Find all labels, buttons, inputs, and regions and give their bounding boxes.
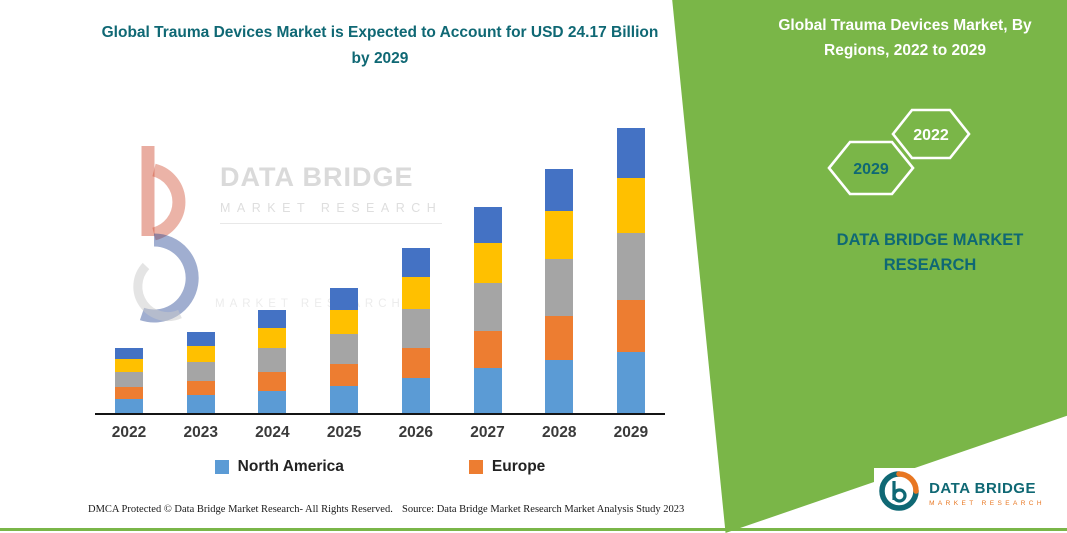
bar-2024	[258, 310, 287, 413]
legend-swatch-north-america	[214, 460, 229, 474]
watermark-line2: MARKET RESEARCH	[220, 201, 443, 224]
bar-segment	[115, 387, 143, 399]
hexagon-year-2029: 2029	[853, 161, 889, 178]
bar-segment	[186, 380, 215, 396]
x-tick-label-2029: 2029	[613, 424, 649, 441]
bar-segment	[186, 361, 215, 381]
bar-segment	[186, 331, 215, 346]
bar-segment	[473, 282, 502, 332]
hexagon-2022	[891, 108, 971, 160]
bar-2026	[401, 247, 430, 413]
brand-logo: DATA BRIDGE MARKET RESEARCH	[874, 468, 1049, 519]
x-tick-label-2022: 2022	[111, 424, 147, 441]
panel-brand-line2: RESEARCH	[883, 255, 977, 274]
bar-segment	[545, 168, 574, 212]
bar-segment	[258, 348, 287, 373]
bar-segment	[616, 351, 645, 413]
bar-2025	[330, 288, 359, 413]
bar-segment	[545, 316, 574, 360]
brand-logo-name: DATA BRIDGE	[929, 480, 1036, 497]
x-tick-label-2024: 2024	[255, 424, 290, 441]
legend-item-europe: Europe	[468, 458, 546, 476]
brand-logo-text: DATA BRIDGE MARKET RESEARCH	[929, 480, 1045, 507]
x-tick-label-2027: 2027	[470, 424, 505, 441]
brand-logo-icon	[878, 470, 920, 517]
bar-segment	[473, 206, 502, 243]
bar-segment	[186, 395, 215, 413]
brand-logo-sub: MARKET RESEARCH	[929, 500, 1045, 507]
bar-segment	[258, 372, 287, 391]
bar-segment	[473, 242, 502, 283]
bar-segment	[545, 259, 574, 317]
bar-segment	[258, 390, 287, 413]
legend-item-north-america: North America	[214, 458, 344, 476]
bar-segment	[330, 334, 359, 364]
bar-segment	[401, 348, 430, 378]
bar-segment	[330, 363, 359, 386]
bar-segment	[401, 309, 430, 349]
watermark: DATA BRIDGE MARKET RESEARCH	[130, 140, 443, 335]
legend: North America Europe	[95, 458, 665, 476]
bar-segment	[330, 309, 359, 335]
bar-segment	[401, 276, 430, 310]
bottom-accent-line	[0, 528, 1067, 531]
bar-segment	[401, 247, 430, 277]
bar-segment	[115, 348, 143, 360]
bar-segment	[115, 398, 143, 413]
x-tick-label-2025: 2025	[326, 424, 362, 441]
bar-segment	[473, 331, 502, 369]
bar-segment	[616, 127, 645, 178]
bars	[95, 118, 665, 415]
stacked-bar-chart: 2022 2023 2024 2025 2026 2027 2028 2029 North A…	[95, 118, 665, 476]
legend-swatch-europe	[468, 460, 483, 474]
bar-segment	[330, 385, 359, 413]
bar-segment	[616, 177, 645, 234]
bar-2023	[186, 331, 215, 413]
chart-title: Global Trauma Devices Market is Expected…	[101, 24, 659, 68]
side-panel-title: Global Trauma Devices Market, By Regions…	[778, 17, 1032, 59]
footer-source-text: Source: Data Bridge Market Research Mark…	[402, 504, 685, 515]
bar-segment	[330, 288, 359, 310]
bar-segment	[258, 310, 287, 329]
hexagon-year-2022: 2022	[913, 127, 949, 144]
footer-dmca-text: DMCA Protected © Data Bridge Market Rese…	[88, 504, 393, 515]
hexagon-2029	[827, 140, 915, 196]
x-tick-label-2028: 2028	[541, 424, 577, 441]
bar-segment	[545, 359, 574, 413]
panel-brand-text: DATA BRIDGE MARKET RESEARCH	[788, 228, 1067, 278]
watermark-text: DATA BRIDGE MARKET RESEARCH	[220, 140, 443, 335]
bar-segment	[115, 371, 143, 388]
watermark-line1: DATA BRIDGE	[220, 162, 414, 192]
x-labels: 2022 2023 2024 2025 2026 2027 2028 2029	[95, 424, 665, 442]
bar-segment	[616, 233, 645, 301]
legend-label-europe: Europe	[491, 458, 546, 475]
bar-2022	[115, 348, 143, 413]
watermark-logo-icon	[130, 140, 208, 335]
bar-segment	[115, 359, 143, 372]
hexagon-years: 2029 2022	[824, 100, 984, 217]
bar-segment	[473, 368, 502, 413]
bar-2029	[616, 127, 645, 413]
x-tick-label-2023: 2023	[183, 424, 218, 441]
bar-segment	[545, 211, 574, 260]
legend-label-north-america: North America	[237, 458, 344, 475]
bar-segment	[401, 377, 430, 413]
bar-2027	[473, 206, 502, 413]
bar-segment	[186, 345, 215, 362]
bar-segment	[258, 328, 287, 349]
panel-brand-line1: DATA BRIDGE MARKET	[836, 231, 1024, 249]
footer: DMCA Protected © Data Bridge Market Rese…	[88, 504, 684, 515]
x-tick-label-2026: 2026	[398, 424, 434, 441]
bar-segment	[616, 300, 645, 352]
bar-2028	[545, 168, 574, 413]
